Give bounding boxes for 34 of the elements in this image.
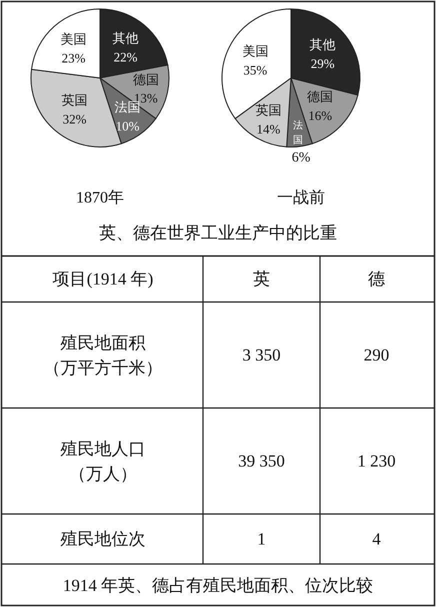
text: 英 [253, 270, 270, 288]
text: 殖民地面积（万平方千米） [44, 333, 162, 377]
slice-label: 德国 [132, 71, 159, 86]
text: 1870年 [76, 190, 124, 206]
text: 1914 年英、德占有殖民地面积、位次比较 [62, 576, 374, 595]
text: 4 [372, 530, 382, 548]
slice-label: 法国 [292, 119, 303, 146]
data-label: 16% [308, 107, 332, 122]
slice-label: 其他 [310, 36, 336, 52]
data-label: 23% [62, 50, 86, 65]
data-label: 35% [243, 62, 268, 77]
data-label: 22% [114, 49, 138, 64]
text: 一战前 [277, 188, 325, 206]
text: 1 [257, 530, 266, 548]
text: 德 [368, 270, 385, 288]
data-label: 14% [256, 121, 280, 136]
data-label: 6% [292, 150, 311, 166]
text: 290 [364, 346, 390, 364]
text: 1 230 [357, 452, 396, 470]
slice-label: 美国 [60, 31, 87, 46]
text: 项目(1914 年) [52, 270, 154, 288]
slice-label: 英国 [61, 92, 88, 107]
text: 殖民地位次 [60, 530, 146, 548]
text: 39 350 [238, 452, 285, 470]
slice-label: 美国 [242, 42, 268, 58]
data-label: 10% [116, 118, 140, 133]
slice-label: 德国 [307, 88, 334, 104]
text: 英、德在世界工业生产中的比重 [99, 224, 337, 242]
data-label: 32% [62, 110, 87, 126]
text: 殖民地人口（万人） [60, 439, 146, 483]
data-label: 29% [310, 55, 335, 70]
text: 3 350 [242, 346, 281, 364]
slice-label: 其他 [112, 30, 139, 46]
slice-label: 英国 [255, 102, 282, 118]
